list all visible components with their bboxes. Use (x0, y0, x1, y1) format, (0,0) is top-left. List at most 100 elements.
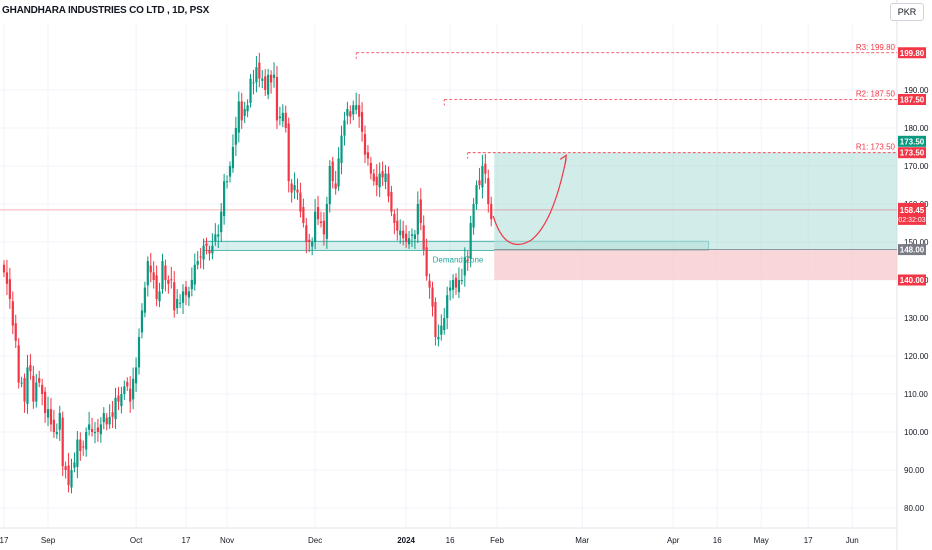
candle-body (275, 77, 279, 121)
candle-body (272, 74, 276, 78)
candle-body (428, 280, 431, 288)
time-tick-label: Apr (667, 536, 680, 545)
candle-body (410, 234, 414, 236)
candle-body (258, 62, 261, 79)
candle-body (231, 147, 235, 169)
candle-body (346, 109, 349, 116)
currency-button[interactable]: PKR (890, 3, 924, 21)
candle-body (328, 166, 331, 204)
price-tick-label: 80.00 (904, 504, 925, 513)
price-tick-label: 120.00 (904, 352, 929, 361)
candle-body (240, 101, 243, 121)
candle-body (158, 291, 161, 302)
candle-body (190, 280, 193, 290)
price-tick-label: 100.00 (904, 428, 929, 437)
candle-body (352, 105, 355, 115)
candle-body (366, 152, 370, 159)
candle-body (202, 245, 205, 260)
candle-body (246, 105, 249, 112)
candle-body (284, 112, 287, 128)
candle-body (331, 161, 334, 182)
candle-body (134, 367, 138, 384)
target-zone (494, 152, 897, 250)
candle-body (228, 166, 232, 177)
price-axis[interactable]: 80.00 90.00 100.00 110.00 120.00 130.00 140.00… (898, 47, 929, 513)
time-tick-label: Mar (575, 536, 589, 545)
resistance-price-tag: 187.50 (900, 96, 925, 105)
candle-body (29, 365, 32, 372)
candle-body (129, 388, 132, 402)
candle-body (322, 220, 326, 235)
candle-body (176, 299, 179, 309)
candle-body (422, 225, 425, 250)
candle-body (249, 78, 252, 103)
stop-price-tag: 140.00 (900, 276, 925, 285)
candle-body (211, 245, 214, 254)
candle-body (293, 185, 296, 191)
candle-body (463, 257, 466, 276)
candle-body (334, 183, 337, 189)
time-tick-label: May (754, 536, 769, 545)
candle-body (419, 199, 422, 223)
candle-body (446, 295, 449, 318)
countdown-tag: 02:32:03 (898, 217, 925, 224)
candle-body (290, 183, 293, 193)
candle-body (161, 261, 164, 290)
resistance-levels: R1: 173.50 R2: 187.50 R3: 199.80 (0, 43, 897, 211)
candle-body (387, 173, 390, 197)
candle-body (8, 279, 11, 299)
chart-title: GHANDHARA INDUSTRIES CO LTD , 1D, PSX (2, 5, 210, 16)
time-tick-label: 17 (0, 536, 9, 545)
candle-body (475, 185, 478, 204)
time-tick-label: Oct (130, 536, 143, 545)
time-axis[interactable]: 17 Sep Oct 17 Nov Dec 2024 16 Feb Mar Apr 16 May 17 Ju… (0, 536, 859, 545)
time-tick-label: 2024 (397, 536, 415, 545)
candle-body (269, 74, 273, 83)
candle-body (32, 375, 35, 402)
candle-body (378, 173, 381, 188)
candle-body (449, 287, 452, 291)
candle-body (358, 105, 361, 117)
candle-body (70, 470, 73, 488)
candle-body (372, 173, 375, 182)
candle-body (381, 171, 384, 178)
candle-body (223, 181, 226, 217)
price-tick-label: 180.00 (904, 124, 929, 133)
resistance-label: R3: 199.80 (856, 43, 896, 52)
resistance-price-tag-bg (898, 94, 926, 105)
candle-body (61, 417, 64, 467)
candle-body (484, 163, 487, 174)
candle-body (196, 261, 199, 265)
candle-body (255, 67, 258, 83)
candle-body (337, 158, 340, 187)
candle-body (393, 213, 396, 223)
candle-body (314, 211, 317, 242)
price-tick-label: 150.00 (904, 238, 929, 247)
entry-price-tag: 148.00 (900, 246, 925, 255)
candle-body (234, 128, 237, 145)
candle-body (308, 239, 311, 242)
price-tick-label: 190.00 (904, 86, 929, 95)
candle-body (155, 275, 158, 299)
candle-body (140, 310, 144, 333)
candle-body (11, 301, 14, 326)
zones: Demand Zone (203, 152, 897, 280)
candle-body (199, 256, 202, 258)
candle-body (457, 280, 461, 293)
candle-body (407, 238, 411, 245)
candle-body (167, 280, 170, 284)
candle-body (105, 417, 108, 425)
candle-body (349, 111, 352, 117)
arrow-head (559, 154, 567, 165)
candle-body (472, 204, 475, 228)
candle-body (73, 462, 76, 468)
candle-body (311, 242, 314, 247)
resistance-price-tag: 199.80 (900, 49, 925, 58)
last-price-tag-bg (898, 202, 926, 225)
candle-body (187, 291, 191, 298)
candle-body (152, 272, 155, 280)
price-tick-label: 90.00 (904, 466, 925, 475)
time-tick-label: Jun (846, 536, 859, 545)
candle-body (181, 291, 185, 303)
